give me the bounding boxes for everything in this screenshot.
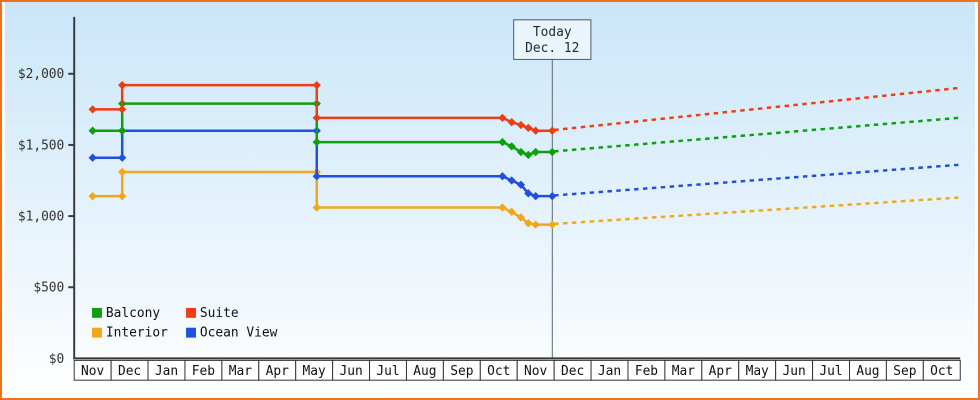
data-point-suite (312, 81, 321, 90)
data-point-interior (531, 220, 540, 229)
data-point-balcony (548, 147, 557, 157)
month-cell (922, 359, 961, 381)
month-label: Feb (192, 364, 215, 379)
month-label: Nov (524, 364, 547, 379)
data-point-balcony (516, 147, 526, 157)
data-point-interior (312, 203, 321, 212)
month-label: Apr (266, 364, 289, 379)
month-label: Oct (930, 364, 953, 379)
data-point-balcony (531, 147, 540, 157)
data-point-suite (531, 126, 540, 135)
data-point-interior (548, 220, 557, 229)
legend-label-suite: Suite (200, 306, 239, 321)
legend-swatch-interior (92, 327, 102, 338)
y-axis-label: $500 (33, 281, 64, 296)
month-label: Jul (376, 364, 399, 379)
month-label: Feb (635, 364, 658, 379)
month-label: Mar (672, 364, 695, 379)
month-label: Apr (709, 364, 732, 379)
legend-swatch-suite (186, 307, 196, 318)
month-label: Aug (413, 364, 436, 379)
month-label: Oct (487, 364, 510, 379)
data-point-balcony (88, 126, 97, 135)
today-label-line2: Dec. 12 (525, 41, 579, 56)
today-box (513, 19, 592, 60)
data-point-suite (312, 113, 321, 123)
month-label: May (746, 364, 769, 379)
month-label: Jun (339, 364, 362, 379)
legend-label-interior: Interior (106, 326, 168, 341)
y-axis-label: $2,000 (18, 67, 64, 82)
month-label: Sep (450, 364, 473, 379)
month-label: Dec (118, 364, 141, 379)
data-point-ocean-view (516, 180, 526, 189)
month-label: May (303, 364, 326, 379)
legend-label-balcony: Balcony (106, 306, 160, 321)
month-label: Jan (155, 364, 178, 379)
data-point-interior (118, 167, 127, 177)
chart-background (4, 2, 976, 398)
y-axis-label: $1,000 (18, 210, 64, 225)
forecast-line-suite (554, 86, 959, 132)
month-label: Jun (782, 364, 805, 379)
data-point-suite (118, 105, 127, 114)
today-label-line1: Today (533, 25, 572, 40)
legend: Balcony Suite Interior Ocean View (92, 306, 278, 341)
month-label: Aug (856, 364, 879, 379)
month-label: Nov (81, 364, 104, 379)
month-label: Dec (561, 364, 584, 379)
month-label: Jan (598, 364, 621, 379)
legend-label-ocean-view: Ocean View (200, 326, 278, 341)
month-label: Mar (229, 364, 252, 379)
legend-swatch-ocean-view (186, 327, 196, 338)
y-axis-label: $1,500 (18, 138, 64, 153)
data-point-balcony (118, 126, 127, 135)
month-label: Jul (819, 364, 842, 379)
legend-swatch-balcony (92, 307, 102, 318)
data-point-suite (548, 126, 557, 135)
y-axis-label: $0 (49, 352, 64, 367)
data-point-suite (118, 81, 127, 90)
month-label: Sep (893, 364, 916, 379)
